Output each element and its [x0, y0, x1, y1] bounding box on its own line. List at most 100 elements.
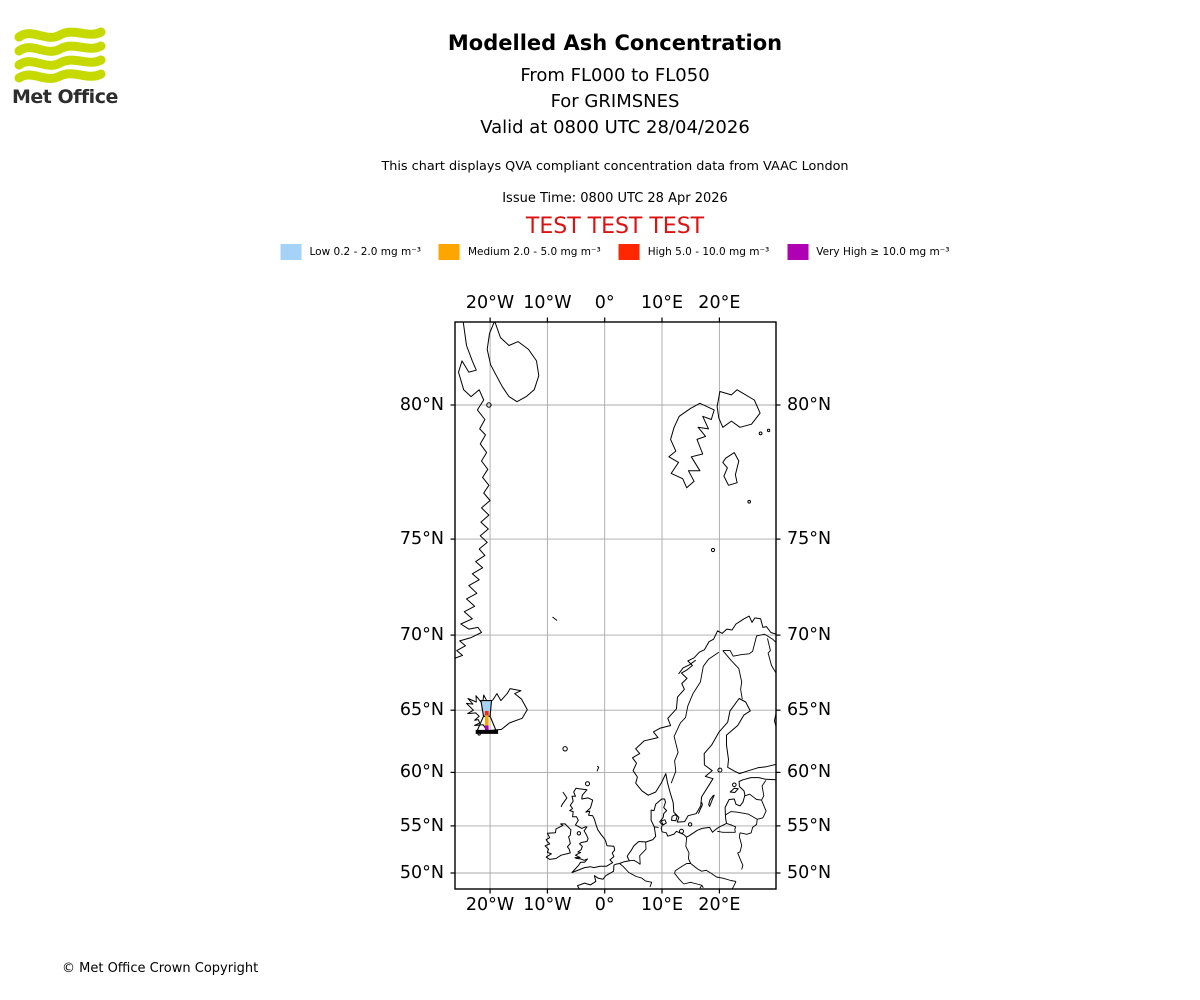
lon-tick-label-top: 20°E [698, 293, 741, 313]
coastline-svalbard-edgeoya [722, 452, 740, 486]
met-office-logo-waves [14, 27, 106, 83]
country-border [683, 881, 704, 889]
map-frame [454, 321, 777, 890]
coastline-greenland-east-coast [455, 322, 491, 659]
legend-swatch-very-high [787, 244, 809, 260]
country-border [670, 651, 720, 784]
legend-item-low: Low 0.2 - 2.0 mg m⁻³ [280, 244, 421, 260]
legend-label: Very High ≥ 10.0 mg m⁻³ [816, 246, 950, 258]
country-border [629, 859, 641, 865]
lat-tick-label-right: 80°N [787, 394, 832, 415]
coastline-oland [697, 802, 703, 814]
island-hopen [747, 499, 752, 504]
country-border [744, 793, 762, 801]
coastline-scandinavia-baltic-coast [632, 615, 776, 823]
lon-tick-label-bottom: 10°W [523, 895, 572, 915]
island-orkney [585, 781, 590, 787]
ash-polygon-medium [484, 715, 489, 726]
legend-label: Low 0.2 - 2.0 mg m⁻³ [309, 246, 421, 258]
legend-label: High 5.0 - 10.0 mg m⁻³ [647, 246, 770, 258]
country-border [725, 811, 758, 820]
lat-tick-label-left: 65°N [399, 700, 444, 721]
lat-tick-label-right: 75°N [787, 529, 832, 550]
legend-swatch-low [280, 244, 302, 260]
coastline-shetland [596, 765, 600, 772]
map-layers [455, 322, 776, 889]
country-border [761, 780, 767, 801]
country-border [722, 650, 743, 700]
coastline-ireland [544, 823, 572, 860]
lat-tick-label-left: 70°N [399, 625, 444, 646]
country-border [639, 842, 647, 865]
lon-tick-label-bottom: 20°W [465, 895, 515, 915]
ash-polygon-very_high [484, 725, 489, 731]
lat-tick-label-left: 75°N [399, 529, 444, 550]
coastline-iceland [466, 688, 528, 732]
coastline-funen [660, 819, 667, 826]
lat-tick-label-left: 50°N [399, 862, 444, 883]
country-border [685, 837, 692, 864]
coastline-zealand [671, 814, 678, 822]
country-border [690, 863, 712, 874]
coastline-svalbard-nordaustlandet [716, 389, 761, 428]
island-bornholm [687, 822, 693, 827]
lon-tick-label-top: 20°W [465, 293, 515, 313]
country-border [767, 638, 776, 674]
coastline-baltic-europe-coast [577, 777, 776, 889]
island-faroe-islands [562, 746, 568, 752]
coastline-svalbard-spitsbergen [668, 402, 715, 489]
country-border [739, 819, 758, 835]
country-border [731, 881, 737, 889]
lat-tick-label-right: 60°N [787, 762, 832, 783]
country-border [737, 832, 744, 870]
legend-item-very-high: Very High ≥ 10.0 mg m⁻³ [787, 244, 949, 260]
coastline-gotland [708, 794, 715, 807]
coastline-great-britain [569, 787, 616, 873]
lon-tick-label-bottom: 0° [594, 895, 615, 915]
country-border [699, 885, 703, 889]
subtitle-flight-levels: From FL000 to FL050 [520, 65, 710, 86]
subtitle-volcano: For GRIMSNES [550, 91, 680, 112]
country-border [722, 633, 776, 657]
ash-polygon-high [484, 710, 489, 716]
lat-tick-label-right: 70°N [787, 625, 832, 646]
lat-tick-label-left: 55°N [399, 815, 444, 836]
island-kong-karls-land-2 [766, 428, 771, 433]
country-border [726, 822, 737, 833]
subtitle-valid-time: Valid at 0800 UTC 28/04/2026 [480, 117, 750, 138]
lat-tick-label-left: 60°N [399, 762, 444, 783]
lat-tick-label-right: 55°N [787, 815, 832, 836]
map-canvas [450, 317, 781, 894]
coastline-jan-mayen [552, 616, 558, 621]
lon-tick-label-bottom: 10°E [640, 895, 684, 915]
lon-tick-label-top: 0° [594, 293, 615, 313]
issue-time: Issue Time: 0800 UTC 28 Apr 2026 [502, 191, 728, 206]
lat-tick-label-right: 65°N [787, 700, 832, 721]
island-ile-de-france-island [486, 402, 492, 408]
coastline-saaremaa [729, 787, 739, 793]
island-hiiumaa [732, 782, 737, 788]
page-title: Modelled Ash Concentration [447, 31, 783, 55]
coastline-greenland-headland [486, 322, 540, 403]
island-isle-of-man [576, 831, 582, 836]
legend-item-medium: Medium 2.0 - 5.0 mg m⁻³ [438, 244, 601, 260]
country-border [619, 863, 653, 888]
country-border [654, 826, 659, 828]
qva-info-line: This chart displays QVA compliant concen… [381, 159, 849, 174]
island-rugen [679, 828, 684, 834]
country-border [711, 873, 737, 882]
lon-tick-label-bottom: 20°E [698, 895, 741, 915]
island-bjornoya [710, 547, 716, 553]
lon-tick-label-top: 10°W [523, 293, 572, 313]
island-kong-karls-land-1 [758, 431, 763, 436]
country-border [717, 830, 736, 833]
test-banner: TEST TEST TEST [525, 214, 705, 239]
coastline-lofoten [678, 659, 697, 675]
legend: Low 0.2 - 2.0 mg m⁻³ Medium 2.0 - 5.0 mg … [280, 244, 949, 260]
lon-tick-label-top: 10°E [640, 293, 684, 313]
legend-swatch-high [618, 244, 640, 260]
country-border [757, 799, 767, 820]
coastline-outer-hebrides [560, 791, 568, 808]
